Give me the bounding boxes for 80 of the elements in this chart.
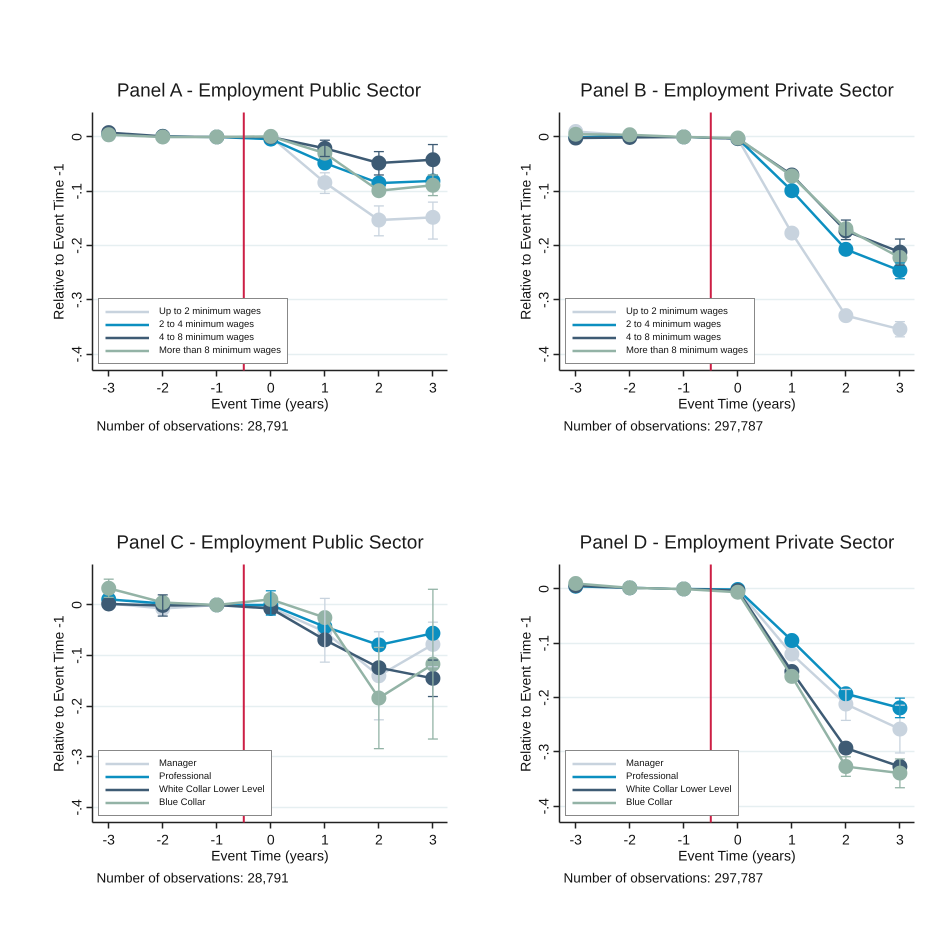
x-tick-label: -1 bbox=[678, 832, 690, 848]
y-tick-label: -.3 bbox=[68, 292, 84, 308]
y-tick-label: -.2 bbox=[68, 237, 84, 254]
x-tick-label: 1 bbox=[320, 832, 329, 848]
x-tick-label: 2 bbox=[842, 832, 850, 848]
legend-label: Up to 2 minimum wages bbox=[626, 305, 728, 318]
x-tick-label: 3 bbox=[429, 832, 438, 848]
y-tick-label: 0 bbox=[68, 600, 84, 609]
legend-label: Professional bbox=[626, 770, 678, 783]
x-tick-label: -1 bbox=[210, 380, 224, 396]
legend-label: More than 8 minimum wages bbox=[626, 344, 748, 357]
y-axis-title: Relative to Event Time -1 bbox=[518, 163, 534, 320]
x-tick-label: 2 bbox=[374, 832, 383, 848]
y-tick-label: -.3 bbox=[536, 744, 552, 760]
y-tick-label: 0 bbox=[536, 132, 552, 141]
x-tick-label: 0 bbox=[266, 380, 275, 396]
text: Number of observations: 297,787 bbox=[564, 418, 764, 434]
legend-label: Blue Collar bbox=[159, 796, 206, 809]
y-axis-title: Relative to Event Time -1 bbox=[518, 615, 534, 772]
legend-label: 4 to 8 minimum wages bbox=[159, 331, 254, 344]
x-tick-label: 0 bbox=[266, 832, 275, 848]
legend-label: Blue Collar bbox=[626, 796, 672, 809]
y-tick-label: -.4 bbox=[536, 798, 552, 814]
legend-label: White Collar Lower Level bbox=[626, 783, 732, 796]
x-tick-label: 2 bbox=[374, 380, 383, 396]
y-tick-label: -.4 bbox=[68, 346, 84, 362]
x-tick-label: -2 bbox=[624, 380, 636, 396]
y-tick-label: -.1 bbox=[68, 182, 84, 200]
text: Number of observations: 297,787 bbox=[564, 870, 764, 886]
x-tick-label: -2 bbox=[156, 832, 170, 848]
legend-label: Professional bbox=[159, 770, 212, 783]
x-tick-label: 2 bbox=[842, 380, 850, 396]
legend-label: 2 to 4 minimum wages bbox=[626, 318, 722, 331]
x-tick-label: -2 bbox=[156, 380, 170, 396]
y-tick-label: -.2 bbox=[536, 237, 552, 254]
chart-title: Panel D - Employment Private Sector bbox=[580, 532, 896, 554]
x-tick-label: 3 bbox=[896, 832, 904, 848]
x-tick-label: -1 bbox=[210, 832, 224, 848]
y-axis-title: Relative to Event Time -1 bbox=[50, 615, 66, 772]
x-tick-label: -1 bbox=[678, 380, 690, 396]
x-tick-label: 0 bbox=[734, 832, 742, 848]
x-tick-label: -3 bbox=[569, 832, 582, 848]
text: Number of observations: 28,791 bbox=[96, 418, 289, 434]
y-tick-label: 0 bbox=[68, 132, 84, 141]
x-tick-label: 1 bbox=[320, 380, 329, 396]
x-tick-label: -2 bbox=[624, 832, 636, 848]
x-axis-title: Event Time (years) bbox=[211, 396, 329, 412]
x-axis-title: Event Time (years) bbox=[678, 396, 796, 412]
legend-label: Manager bbox=[159, 757, 196, 770]
x-tick-label: -3 bbox=[102, 380, 116, 396]
x-axis-title: Event Time (years) bbox=[678, 848, 796, 864]
y-axis-title: Relative to Event Time -1 bbox=[50, 163, 66, 320]
legend-label: 4 to 8 minimum wages bbox=[626, 331, 722, 344]
x-tick-label: -3 bbox=[569, 380, 582, 396]
x-tick-label: 0 bbox=[734, 380, 742, 396]
chart-title: Panel C - Employment Public Sector bbox=[116, 532, 424, 554]
legend-label: White Collar Lower Level bbox=[159, 783, 265, 796]
y-tick-label: -.2 bbox=[68, 698, 84, 714]
x-tick-label: 1 bbox=[788, 380, 796, 396]
x-tick-label: -3 bbox=[102, 832, 116, 848]
y-tick-label: -.1 bbox=[68, 647, 84, 664]
y-tick-label: -.1 bbox=[536, 634, 552, 652]
y-tick-label: -.4 bbox=[536, 346, 552, 362]
y-tick-label: -.3 bbox=[68, 748, 84, 765]
y-tick-label: -.2 bbox=[536, 689, 552, 706]
y-tick-label: -.4 bbox=[68, 798, 84, 816]
chart-title: Panel B - Employment Private Sector bbox=[580, 80, 894, 102]
legend-label: Manager bbox=[626, 757, 664, 770]
x-tick-label: 1 bbox=[788, 832, 796, 848]
x-axis-title: Event Time (years) bbox=[211, 848, 329, 864]
x-tick-label: 3 bbox=[429, 380, 438, 396]
legend-label: 2 to 4 minimum wages bbox=[159, 318, 254, 331]
y-tick-label: -.3 bbox=[536, 292, 552, 308]
y-tick-label: -.1 bbox=[536, 182, 552, 200]
chart-title: Panel A - Employment Public Sector bbox=[116, 80, 422, 102]
text: Number of observations: 28,791 bbox=[96, 870, 289, 886]
legend-label: More than 8 minimum wages bbox=[159, 344, 281, 357]
y-tick-label: 0 bbox=[536, 584, 552, 593]
legend-label: Up to 2 minimum wages bbox=[159, 305, 261, 318]
x-tick-label: 3 bbox=[896, 380, 904, 396]
